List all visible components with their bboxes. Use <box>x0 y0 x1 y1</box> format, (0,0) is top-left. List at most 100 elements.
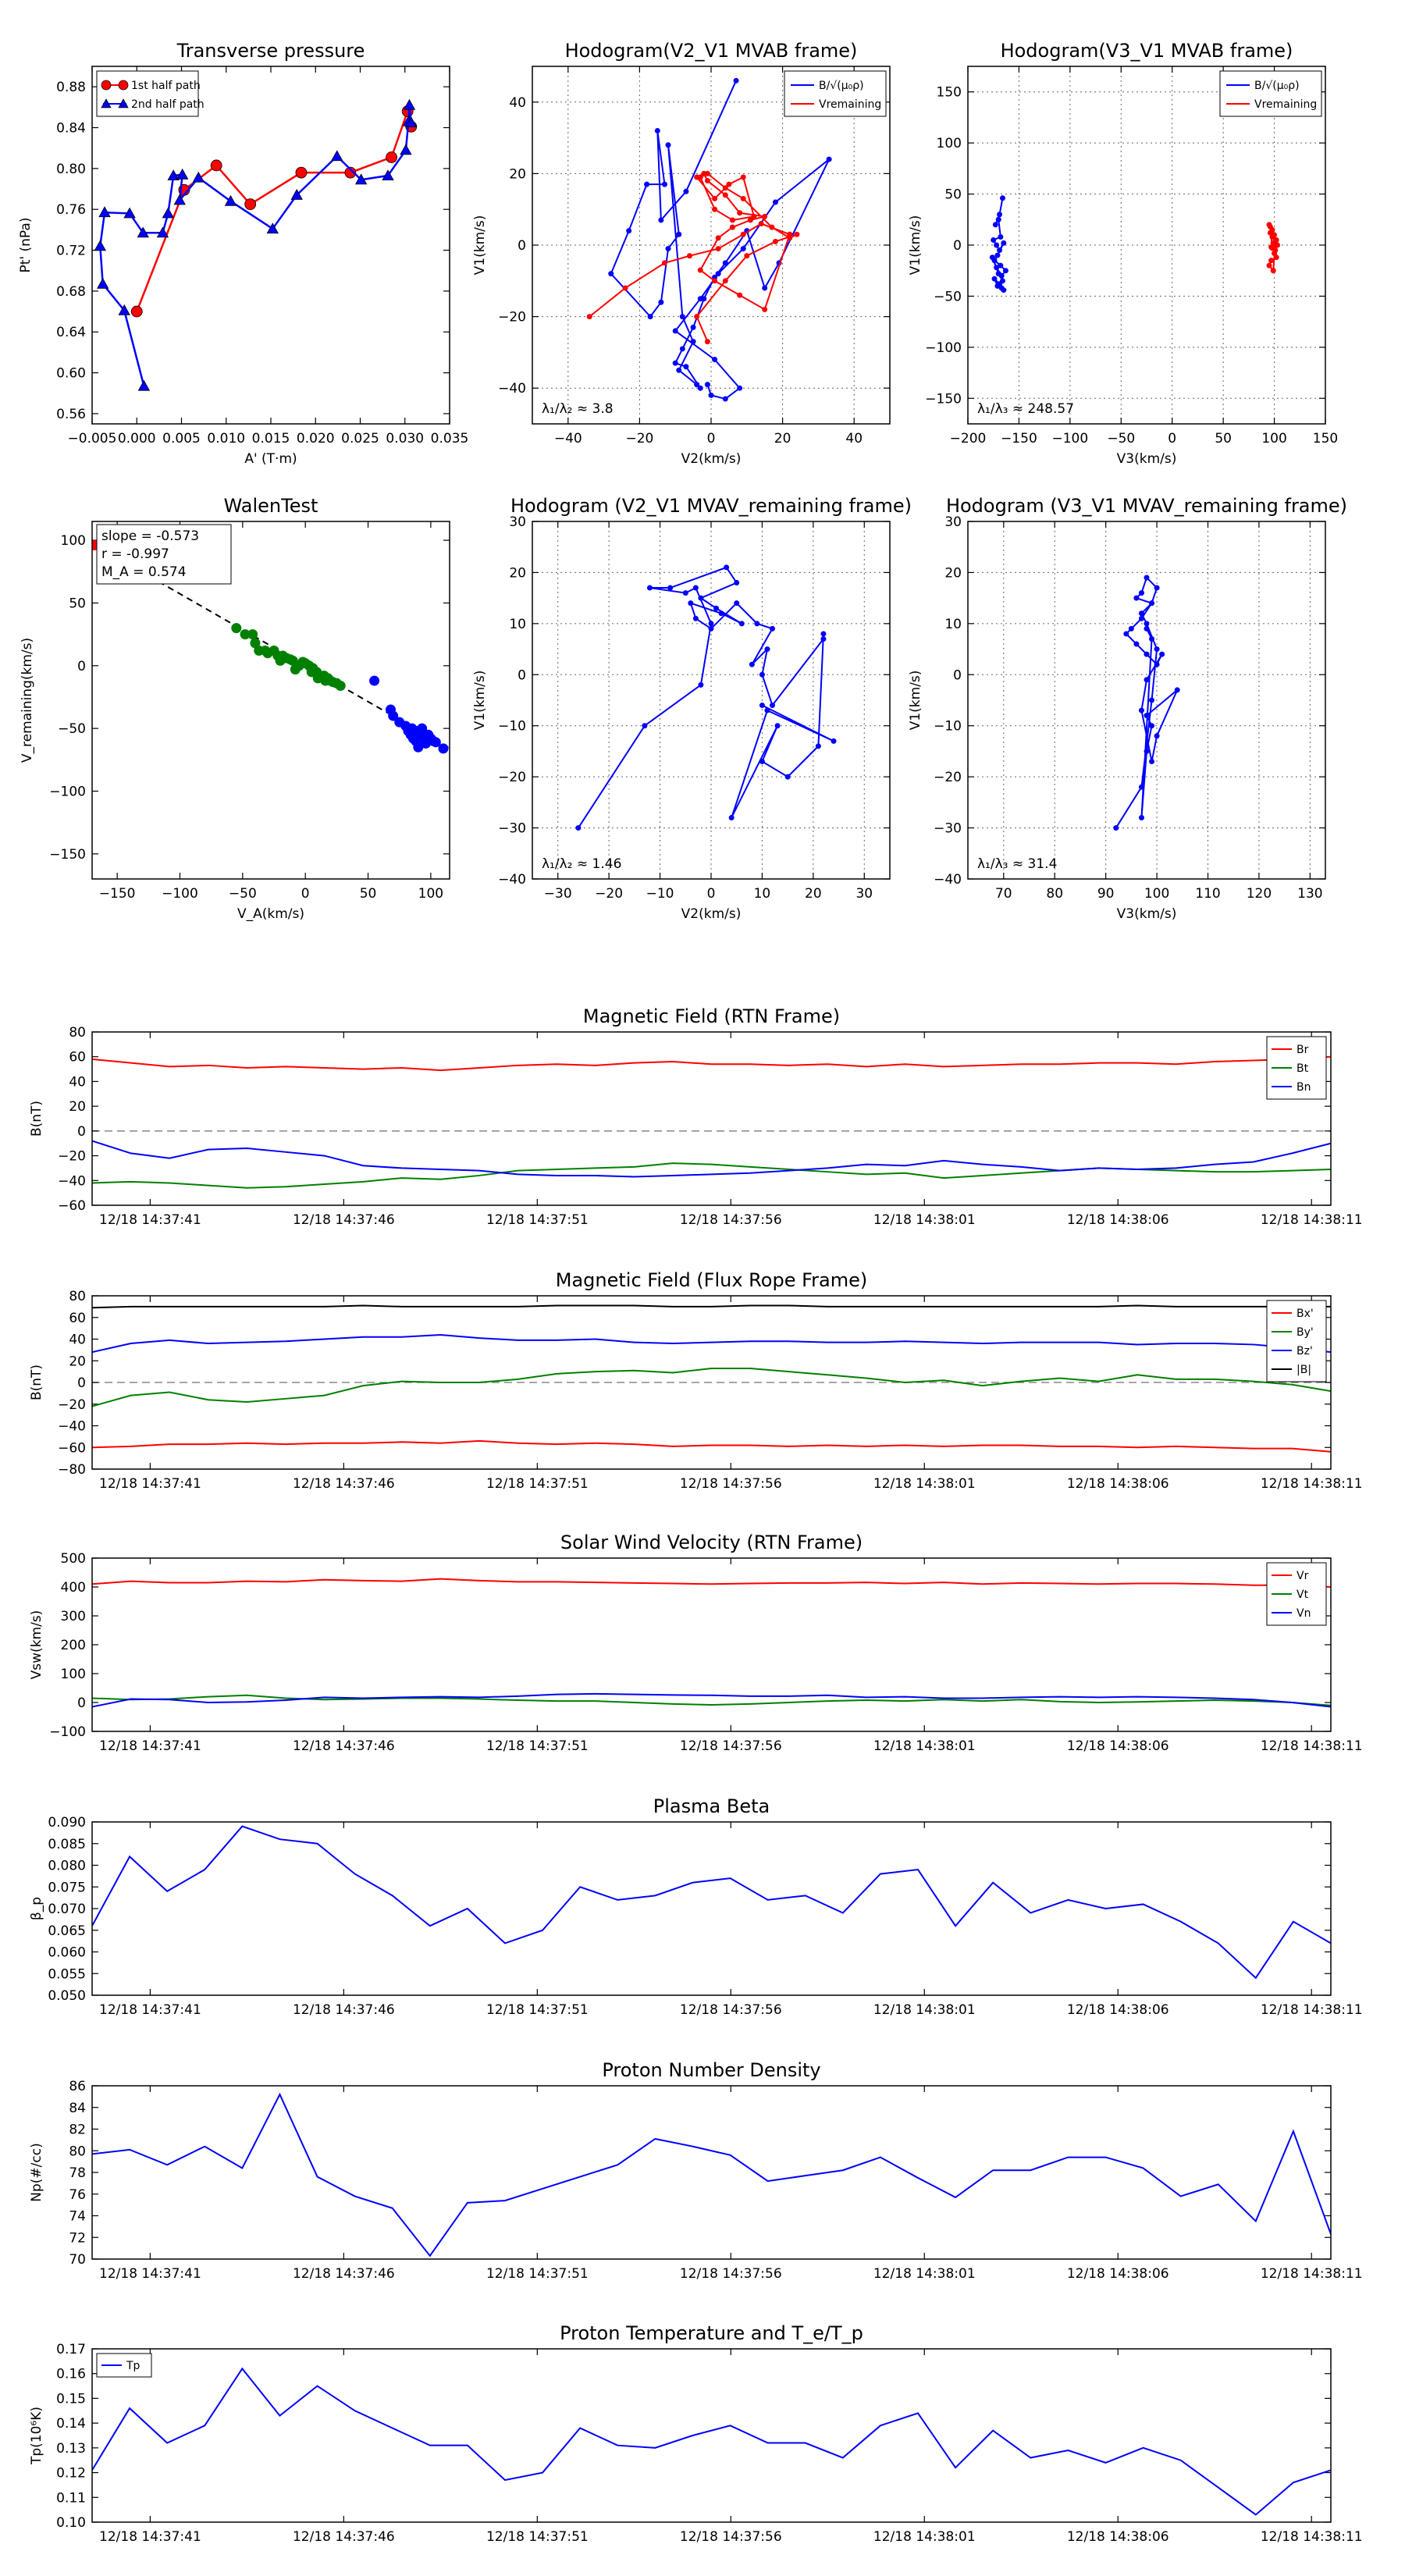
data-point <box>762 213 768 219</box>
y-axis-label: B(nT) <box>29 1364 44 1400</box>
chart-title: Magnetic Field (Flux Rope Frame) <box>556 1269 867 1291</box>
walen-stats-box <box>96 524 232 585</box>
y-axis-label: Pt' (nPa) <box>18 218 34 273</box>
data-point <box>1133 641 1140 647</box>
x-tick-label: 0.020 <box>297 431 335 447</box>
y-tick-label: 50 <box>944 187 962 203</box>
data-point <box>1149 697 1155 703</box>
plot-frame <box>91 1557 1332 1732</box>
data-point <box>991 237 997 243</box>
data-point <box>1138 707 1144 713</box>
y-tick-label: −20 <box>58 1149 86 1165</box>
data-point <box>815 743 821 749</box>
y-tick-label: 0.68 <box>56 284 86 300</box>
chart-title: Solar Wind Velocity (RTN Frame) <box>560 1532 863 1553</box>
data-point <box>715 235 721 241</box>
data-point <box>1174 687 1180 693</box>
x-tick-label: 0 <box>1168 431 1176 447</box>
walen-point-green <box>231 623 242 634</box>
y-tick-label: 86 <box>69 2079 86 2094</box>
data-point <box>672 360 678 366</box>
x-tick-label: 12/18 14:38:01 <box>873 2266 976 2282</box>
legend-label: 2nd half path <box>131 98 205 111</box>
data-point <box>622 285 628 291</box>
x-tick-label: 12/18 14:37:56 <box>680 2002 782 2018</box>
x-tick-label: 20 <box>774 431 791 447</box>
walen-point-green <box>290 664 301 675</box>
data-point <box>1001 287 1007 294</box>
legend-label: Bn <box>1297 1081 1311 1094</box>
data-point <box>820 631 827 637</box>
y-tick-label: 20 <box>509 166 526 182</box>
walen-point-blue <box>413 742 424 753</box>
y-tick-label: 0.56 <box>56 407 86 422</box>
x-tick-label: 12/18 14:38:01 <box>873 1738 976 1754</box>
data-point <box>658 217 664 223</box>
plot-frame <box>91 2348 1332 2523</box>
x-tick-label: 12/18 14:37:56 <box>680 2266 782 2282</box>
y-tick-label: −20 <box>934 770 962 785</box>
y-tick-label: 20 <box>69 1354 86 1369</box>
series-line-|B| <box>92 1304 1331 1309</box>
x-tick-label: 12/18 14:37:56 <box>680 1212 782 1228</box>
data-point <box>137 226 149 238</box>
legend-box <box>96 70 199 117</box>
data-point <box>1159 651 1165 657</box>
x-tick-label: −50 <box>1107 431 1135 447</box>
data-point <box>642 723 648 729</box>
data-point <box>1138 784 1144 790</box>
data-point <box>794 231 800 237</box>
x-tick-label: 12/18 14:37:41 <box>99 1476 201 1492</box>
x-tick-label: 0.000 <box>118 431 156 447</box>
series-line-Np <box>92 2092 1331 2258</box>
data-point <box>1266 262 1272 269</box>
series-line-Bz' <box>92 1333 1331 1354</box>
walen-point-green <box>275 655 286 666</box>
y-tick-label: 0 <box>953 238 962 254</box>
data-point <box>820 635 827 642</box>
x-axis-label: V3(km/s) <box>1117 906 1177 922</box>
data-point <box>694 314 700 320</box>
legend-label: Bz' <box>1297 1345 1313 1357</box>
data-point <box>1144 713 1150 719</box>
series-line-beta <box>92 1825 1331 1980</box>
legend-label: Vremaining <box>1254 98 1317 111</box>
y-tick-label: 0.11 <box>56 2490 86 2506</box>
data-point <box>747 217 753 223</box>
y-tick-label: −150 <box>49 847 86 863</box>
data-point <box>1267 229 1273 236</box>
data-point <box>646 585 653 591</box>
y-tick-label: −40 <box>58 1419 86 1435</box>
y-tick-label: −30 <box>934 821 962 837</box>
walen-point-green <box>250 638 261 649</box>
data-point <box>697 174 703 180</box>
data-point <box>729 224 735 230</box>
data-point <box>1154 585 1160 591</box>
chart-title: WalenTest <box>224 495 318 517</box>
data-point <box>400 144 412 155</box>
data-point <box>826 156 832 162</box>
y-tick-label: 60 <box>69 1311 86 1326</box>
x-tick-label: −0.005 <box>68 431 117 447</box>
x-tick-label: 100 <box>1144 886 1169 902</box>
data-point <box>713 605 720 611</box>
legend-marker <box>118 98 129 109</box>
data-point <box>759 671 765 678</box>
y-tick-label: 0 <box>518 667 526 683</box>
x-tick-label: 40 <box>845 431 863 447</box>
data-point <box>994 252 1001 258</box>
x-tick-label: −100 <box>1052 431 1089 447</box>
y-tick-label: 0.050 <box>48 1988 86 2004</box>
y-tick-label: 76 <box>69 2187 86 2203</box>
data-point <box>679 314 685 320</box>
x-tick-label: 12/18 14:37:46 <box>293 2529 395 2545</box>
x-tick-label: −200 <box>950 431 987 447</box>
y-tick-label: −20 <box>58 1397 86 1413</box>
data-point <box>688 600 694 607</box>
y-tick-label: 0.80 <box>56 162 86 177</box>
y-tick-label: 0.10 <box>56 2515 86 2531</box>
data-point <box>1144 575 1150 581</box>
data-point <box>697 296 703 302</box>
data-point <box>1154 646 1160 653</box>
